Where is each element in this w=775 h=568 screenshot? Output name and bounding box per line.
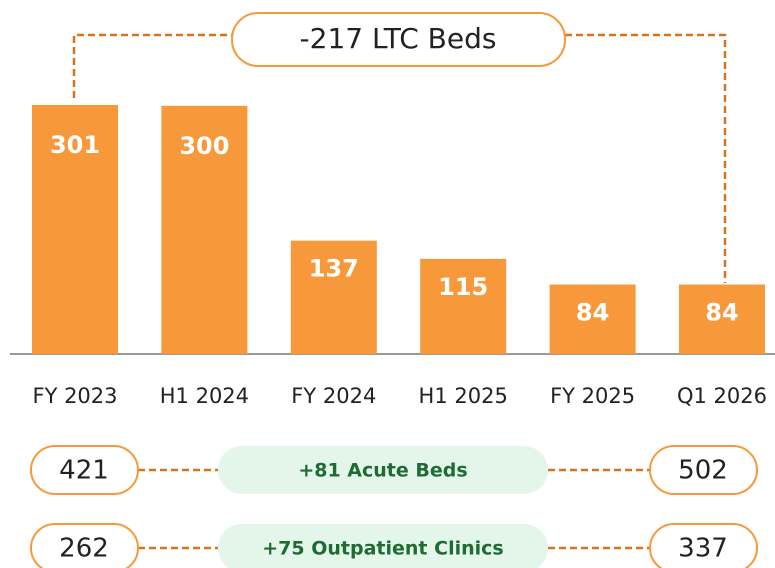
value-label: 301	[50, 131, 100, 159]
x-tick-label: H1 2024	[160, 384, 249, 408]
value-label: 84	[576, 299, 609, 327]
from-value: 262	[59, 534, 109, 564]
bar	[420, 258, 507, 354]
value-label: 300	[179, 132, 229, 160]
bracket	[72, 33, 727, 283]
change-pill	[218, 446, 548, 494]
bar	[290, 240, 377, 354]
bar	[161, 105, 248, 354]
x-tick-label: FY 2025	[550, 384, 635, 408]
annotation-pill	[231, 12, 566, 67]
x-tick-label: FY 2023	[32, 384, 117, 408]
from-value: 421	[59, 456, 109, 486]
value-label: 115	[438, 273, 488, 301]
from-pill	[30, 445, 139, 495]
to-pill	[649, 523, 758, 568]
change-label: +75 Outpatient Clinics	[262, 538, 503, 560]
x-tick-label: Q1 2026	[677, 384, 767, 408]
to-value: 337	[678, 534, 728, 564]
change-label: +81 Acute Beds	[298, 460, 467, 482]
bar	[549, 284, 636, 354]
value-label: 137	[309, 255, 359, 283]
to-value: 502	[678, 456, 728, 486]
value-label: 84	[705, 299, 738, 327]
change-pill	[218, 524, 548, 568]
to-pill	[649, 445, 758, 495]
annotation: -217 LTC Beds	[300, 22, 497, 55]
from-pill	[30, 523, 139, 568]
bar	[679, 284, 765, 354]
bar	[32, 105, 118, 354]
x-tick-label: H1 2025	[419, 384, 508, 408]
x-tick-label: FY 2024	[291, 384, 376, 408]
